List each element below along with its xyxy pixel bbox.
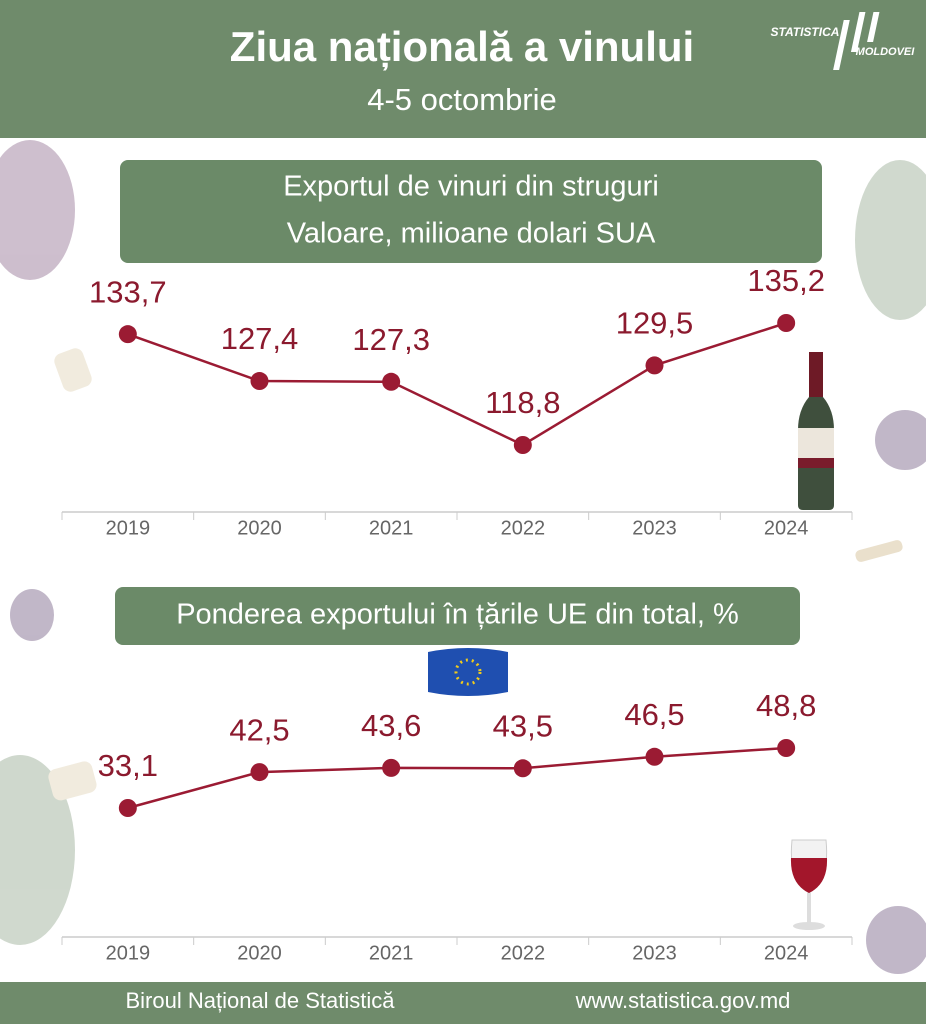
data-point [513, 759, 532, 778]
logo-bars [833, 12, 880, 70]
x-tick-label: 2023 [632, 517, 677, 539]
data-label: 133,7 [89, 274, 167, 309]
x-tick-label: 2022 [501, 942, 546, 964]
data-label: 43,5 [493, 708, 553, 743]
data-point [777, 739, 796, 757]
x-tick-label: 2020 [237, 517, 282, 539]
header-band [0, 0, 926, 138]
data-label: 129,5 [616, 306, 694, 341]
page-subtitle: 4-5 octombrie [367, 82, 557, 117]
data-point [645, 747, 664, 766]
data-point [250, 763, 269, 782]
data-line [127, 321, 787, 447]
x-tick-label: 2019 [106, 517, 151, 539]
chart-title: Ponderea exportului în țările UE din tot… [176, 599, 739, 631]
chart-title-box [120, 160, 822, 263]
logo-text: MOLDOVEI [856, 46, 916, 58]
data-label: 46,5 [624, 697, 684, 732]
cork [54, 348, 92, 392]
data-label: 135,2 [747, 263, 825, 298]
wine-bottle [798, 352, 834, 510]
data-line [127, 746, 787, 810]
x-tick-label: 2021 [369, 517, 414, 539]
data-point [382, 372, 401, 391]
x-tick-label: 2024 [764, 517, 809, 539]
data-point [118, 325, 137, 344]
leaf [855, 160, 926, 320]
data-label: 127,3 [352, 322, 430, 357]
chart-title: Valoare, milioane dolari SUA [287, 218, 656, 250]
eu-flag [428, 648, 508, 696]
data-point [250, 372, 269, 391]
x-tick-label: 2022 [501, 517, 546, 539]
footer-band [0, 982, 926, 1024]
chart-title: Exportul de vinuri din struguri [283, 171, 659, 203]
x-tick-label: 2021 [369, 942, 414, 964]
data-point [777, 314, 796, 332]
x-tick-label: 2020 [237, 942, 282, 964]
data-point [645, 356, 664, 375]
data-label: 127,4 [221, 321, 299, 356]
data-label: 43,6 [361, 708, 421, 743]
grapes [0, 140, 75, 280]
data-point [382, 758, 401, 777]
chart-title-box [115, 587, 800, 645]
corkscrew [855, 540, 903, 562]
cork [48, 761, 97, 801]
leaf [0, 755, 75, 945]
decorations [0, 140, 926, 974]
wine-glass [790, 839, 828, 930]
x-tick-label: 2023 [632, 942, 677, 964]
data-label: 42,5 [229, 712, 289, 747]
data-point [118, 799, 137, 817]
data-label: 48,8 [756, 688, 816, 723]
grape [10, 589, 54, 641]
data-point [513, 436, 532, 454]
data-label: 33,1 [98, 748, 158, 783]
logo-text: STATISTICA [771, 25, 840, 39]
x-tick-label: 2019 [106, 942, 151, 964]
footer-right: www.statistica.gov.md [575, 988, 791, 1013]
grape [875, 410, 926, 470]
data-label: 118,8 [485, 385, 560, 420]
footer-left: Biroul Național de Statistică [125, 988, 395, 1013]
grape [866, 906, 926, 974]
page-title: Ziua națională a vinului [230, 23, 694, 71]
x-tick-label: 2024 [764, 942, 809, 964]
